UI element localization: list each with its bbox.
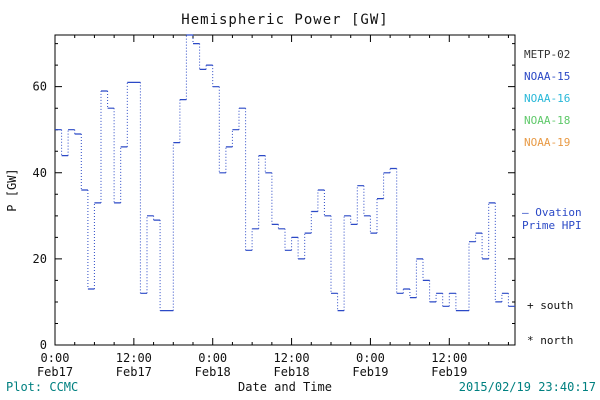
ovation-line-1: — Ovation <box>522 206 582 219</box>
satellite-legend: METP-02 NOAA-15 NOAA-16 NOAA-18 NOAA-19 <box>524 44 570 154</box>
svg-text:0: 0 <box>40 338 47 352</box>
svg-text:0:00: 0:00 <box>198 351 227 365</box>
north-marker-label: * north <box>527 334 574 347</box>
svg-text:0:00: 0:00 <box>356 351 385 365</box>
svg-text:40: 40 <box>33 166 47 180</box>
svg-text:Feb17: Feb17 <box>116 365 152 379</box>
legend-item-noaa-15: NOAA-15 <box>524 70 571 83</box>
legend-item-metp-02: METP-02 <box>524 48 571 61</box>
svg-text:Feb19: Feb19 <box>431 365 467 379</box>
svg-text:0:00: 0:00 <box>41 351 70 365</box>
ovation-prime-hpi-label: — Ovation Prime HPI <box>522 206 582 232</box>
ovation-line-2: Prime HPI <box>522 219 582 232</box>
svg-text:12:00: 12:00 <box>274 351 310 365</box>
timestamp: 2015/02/19 23:40:17 <box>458 380 596 394</box>
svg-text:12:00: 12:00 <box>116 351 152 365</box>
legend-item-noaa-16: NOAA-16 <box>524 92 571 105</box>
chart-title: Hemispheric Power [GW] <box>181 12 389 28</box>
plot-credit: Plot: CCMC <box>6 380 79 394</box>
svg-text:12:00: 12:00 <box>431 351 467 365</box>
svg-text:60: 60 <box>33 80 47 94</box>
legend-item-noaa-18: NOAA-18 <box>524 114 571 127</box>
svg-text:Feb19: Feb19 <box>352 365 388 379</box>
south-marker-label: + south <box>527 299 574 312</box>
svg-text:Feb17: Feb17 <box>37 365 73 379</box>
x-axis-label: Date and Time <box>238 380 332 394</box>
svg-text:Feb18: Feb18 <box>274 365 310 379</box>
legend-item-noaa-19: NOAA-19 <box>524 136 571 149</box>
svg-text:Feb18: Feb18 <box>195 365 231 379</box>
svg-text:20: 20 <box>33 252 47 266</box>
